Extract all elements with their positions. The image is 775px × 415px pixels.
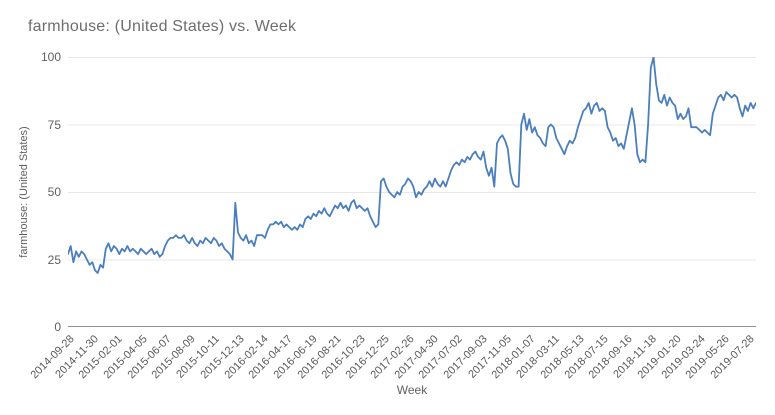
plot-svg xyxy=(68,57,756,327)
y-tick-label: 100 xyxy=(40,50,61,64)
y-tick-label: 50 xyxy=(47,185,61,199)
y-tick-label: 75 xyxy=(47,117,61,132)
chart-title: farmhouse: (United States) vs. Week xyxy=(28,18,297,35)
chart-canvas[interactable] xyxy=(68,57,756,327)
y-tick-label: 0 xyxy=(54,320,61,334)
y-tick-label: 25 xyxy=(47,252,61,267)
x-axis-title: Week xyxy=(396,383,428,397)
y-axis-ticks: 0 25 50 75 100 xyxy=(0,0,63,415)
trend-line xyxy=(68,57,756,274)
